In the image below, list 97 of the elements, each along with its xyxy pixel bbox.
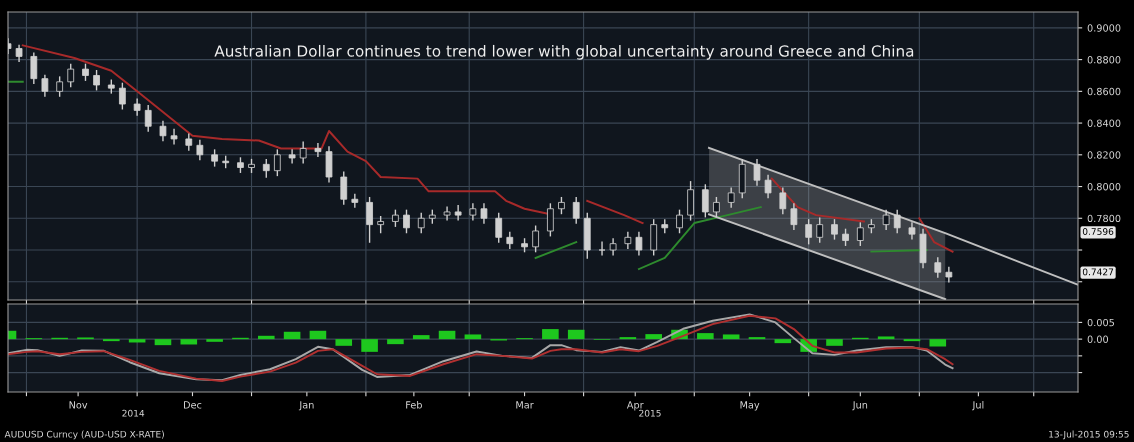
candlestick <box>30 52 38 85</box>
candlestick <box>856 222 864 246</box>
candlestick <box>159 120 167 142</box>
x-tick-label: Feb <box>406 401 422 409</box>
y-tick-label: 0.9000 <box>1087 24 1121 32</box>
candlestick <box>443 206 451 221</box>
y-tick-label: 0.00 <box>1087 335 1109 343</box>
bar <box>929 339 947 347</box>
bar <box>722 334 740 340</box>
x-tick-label: Jan <box>298 401 314 411</box>
candlestick <box>908 222 916 240</box>
bar <box>154 339 172 346</box>
candlestick <box>532 225 539 253</box>
bar <box>774 339 792 344</box>
candlestick <box>196 139 204 161</box>
bar <box>335 339 353 346</box>
candlestick <box>417 212 425 234</box>
bar <box>697 333 714 340</box>
candlestick <box>816 217 824 243</box>
text: 0.7427 <box>1082 268 1114 276</box>
candlestick <box>314 143 322 158</box>
bar <box>387 339 404 345</box>
bar <box>903 339 921 342</box>
candlestick <box>764 174 772 199</box>
candlestick <box>934 257 942 278</box>
y-tick-label: 0.8800 <box>1087 56 1121 64</box>
bar <box>438 330 456 340</box>
candlestick <box>676 209 683 234</box>
candlestick <box>299 141 307 164</box>
candlestick <box>805 219 813 245</box>
candlestick <box>351 193 359 208</box>
candlestick <box>480 203 488 224</box>
bar <box>180 339 198 345</box>
candlestick <box>624 231 632 250</box>
bar <box>412 335 430 340</box>
bar <box>206 339 223 342</box>
candlestick <box>882 209 890 231</box>
text: Australian Dollar continues to trend lower with global uncertainty around Greece and China <box>214 44 914 60</box>
bar <box>748 337 766 340</box>
x-tick-label: Nov <box>69 401 88 409</box>
candlestick <box>170 128 178 145</box>
candlestick <box>598 241 606 256</box>
bar <box>361 339 378 352</box>
text: AUDUSD Curncy (AUD-USD X-RATE) <box>4 430 164 440</box>
candlestick <box>41 74 49 97</box>
candlestick <box>495 212 503 243</box>
candlestick <box>93 70 100 91</box>
bar <box>567 329 585 340</box>
candlestick <box>727 187 735 208</box>
candlestick <box>366 196 373 243</box>
candlestick <box>790 203 798 231</box>
bar <box>103 339 120 342</box>
candlestick <box>572 196 580 224</box>
bar <box>257 335 275 340</box>
candlestick <box>56 76 64 97</box>
bar <box>283 331 301 340</box>
text: 0.7596 <box>1082 228 1114 235</box>
candlestick <box>119 82 126 110</box>
y-tick-label: 0.7800 <box>1087 214 1121 223</box>
bar <box>464 334 482 340</box>
text: 13-Jul-2015 09:55 <box>1049 430 1129 440</box>
y-tick-label: 0.8200 <box>1087 151 1121 159</box>
y-tick-label: 0.8400 <box>1087 119 1121 127</box>
candlestick <box>67 63 75 88</box>
bar <box>826 339 843 346</box>
candlestick <box>403 209 410 234</box>
candlestick <box>547 203 554 237</box>
bar <box>309 330 327 340</box>
bar <box>542 329 559 340</box>
candlestick <box>340 171 348 205</box>
text: 2014 <box>122 409 145 417</box>
candlestick <box>144 104 152 132</box>
bar <box>619 337 637 340</box>
x-tick-label: Dec <box>184 401 202 409</box>
candlestick <box>273 149 281 177</box>
candlestick <box>454 204 462 221</box>
x-tick-label: Jun <box>852 401 868 411</box>
candlestick <box>469 203 477 221</box>
y-tick-label: 0.005 <box>1087 318 1115 327</box>
candlestick <box>753 158 761 186</box>
candlestick <box>701 184 709 218</box>
candlestick <box>893 209 901 234</box>
bar <box>877 336 895 340</box>
candlestick <box>635 231 643 256</box>
candlestick <box>288 149 296 164</box>
candlestick <box>945 266 953 283</box>
x-tick-label: Apr <box>626 401 644 411</box>
candlestick <box>779 187 787 215</box>
y-tick-label: 0.8600 <box>1087 87 1121 96</box>
text: 2015 <box>639 409 661 417</box>
x-tick-label: May <box>740 401 760 411</box>
x-tick-label: Mar <box>516 401 534 409</box>
candlestick <box>831 219 838 240</box>
candlestick <box>713 196 720 218</box>
bar <box>645 334 662 340</box>
x-tick-label: Jul <box>972 401 984 411</box>
y-tick-label: 0.8000 <box>1087 183 1121 191</box>
